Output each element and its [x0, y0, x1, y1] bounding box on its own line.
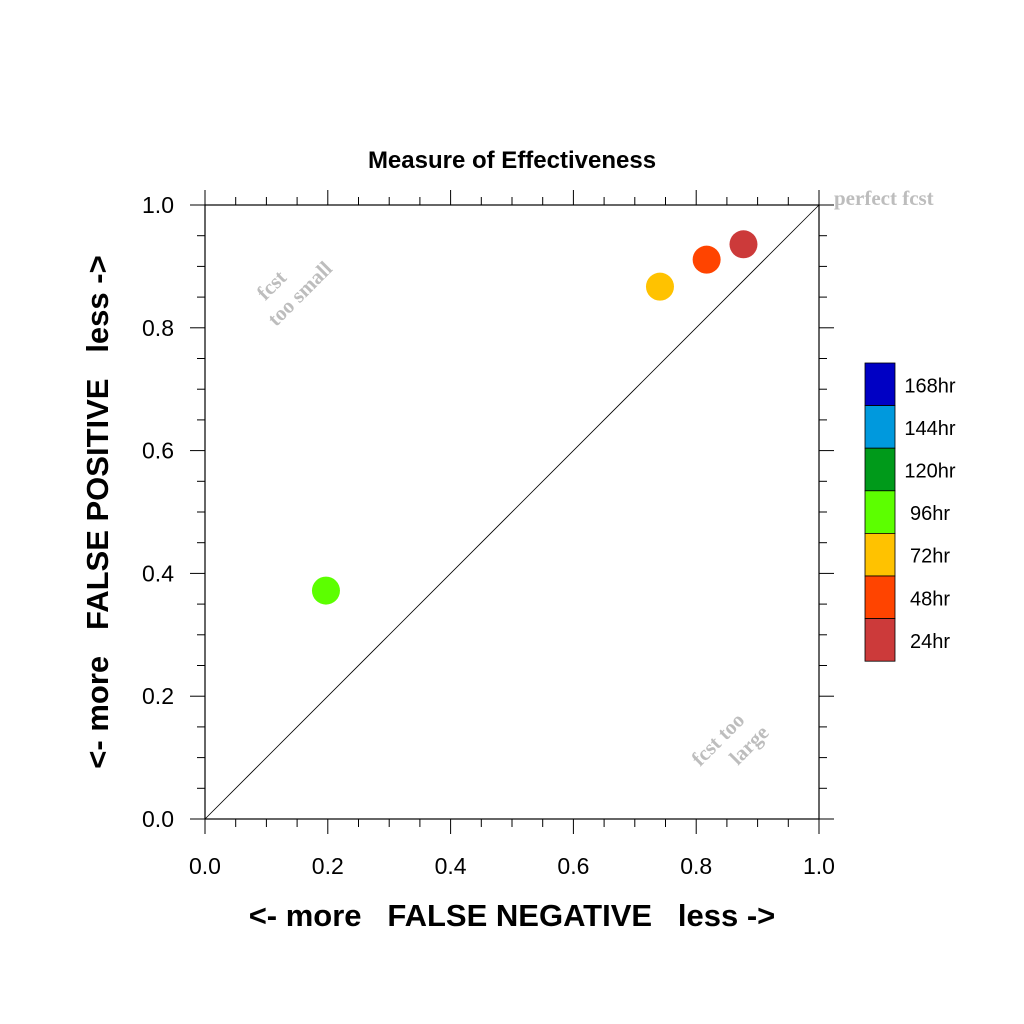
legend-label-168hr: 168hr — [904, 375, 955, 397]
x-tick-label: 1.0 — [803, 853, 835, 879]
data-points — [311, 230, 758, 605]
reference-diagonal-line — [204, 204, 820, 820]
point-24hr — [729, 230, 758, 259]
y-tick-label: 0.8 — [142, 315, 174, 341]
y-tick-label: 0.4 — [142, 560, 174, 586]
legend-label-96hr: 96hr — [910, 503, 950, 525]
legend-label-120hr: 120hr — [904, 461, 955, 483]
point-48hr — [692, 245, 721, 274]
axis-ticks — [190, 190, 834, 834]
legend-label-48hr: 48hr — [910, 588, 950, 610]
perfect-forecast-annotation: perfect fcst — [834, 186, 934, 210]
y-axis-label: <- more FALSE POSITIVE less -> — [80, 255, 115, 768]
y-tick-label: 0.2 — [142, 683, 174, 709]
x-tick-label: 0.4 — [435, 853, 467, 879]
legend-swatch-48hr — [864, 575, 896, 619]
x-tick-labels: 0.0 0.2 0.4 0.6 0.8 1.0 — [189, 853, 835, 879]
x-tick-label: 0.6 — [557, 853, 589, 879]
legend-swatch-24hr — [864, 618, 896, 662]
point-72hr — [645, 272, 674, 301]
legend-swatch-96hr — [864, 490, 896, 534]
x-tick-label: 0.8 — [680, 853, 712, 879]
legend-swatch-120hr — [864, 447, 896, 492]
point-96hr — [311, 576, 340, 605]
chart-title: Measure of Effectiveness — [368, 147, 656, 174]
legend-label-144hr: 144hr — [904, 418, 955, 440]
y-tick-labels: 0.0 0.2 0.4 0.6 0.8 1.0 — [142, 192, 174, 832]
x-axis-label: <- more FALSE NEGATIVE less -> — [249, 898, 776, 933]
legend: 168hr 144hr 120hr 96hr 72hr 48hr 24hr — [864, 362, 956, 662]
y-tick-label: 0.0 — [142, 806, 174, 832]
legend-swatch-144hr — [864, 405, 896, 449]
x-tick-label: 0.2 — [312, 853, 344, 879]
x-tick-label: 0.0 — [189, 853, 221, 879]
legend-swatch-168hr — [864, 362, 896, 406]
legend-label-24hr: 24hr — [910, 631, 950, 653]
legend-label-72hr: 72hr — [910, 546, 950, 568]
y-tick-label: 1.0 — [142, 192, 174, 218]
plot-area: 0.0 0.2 0.4 0.6 0.8 1.0 0.0 0.2 0.4 0.6 0.8 1.0 pe… — [142, 186, 934, 879]
legend-swatch-72hr — [864, 533, 896, 577]
y-tick-label: 0.6 — [142, 438, 174, 464]
